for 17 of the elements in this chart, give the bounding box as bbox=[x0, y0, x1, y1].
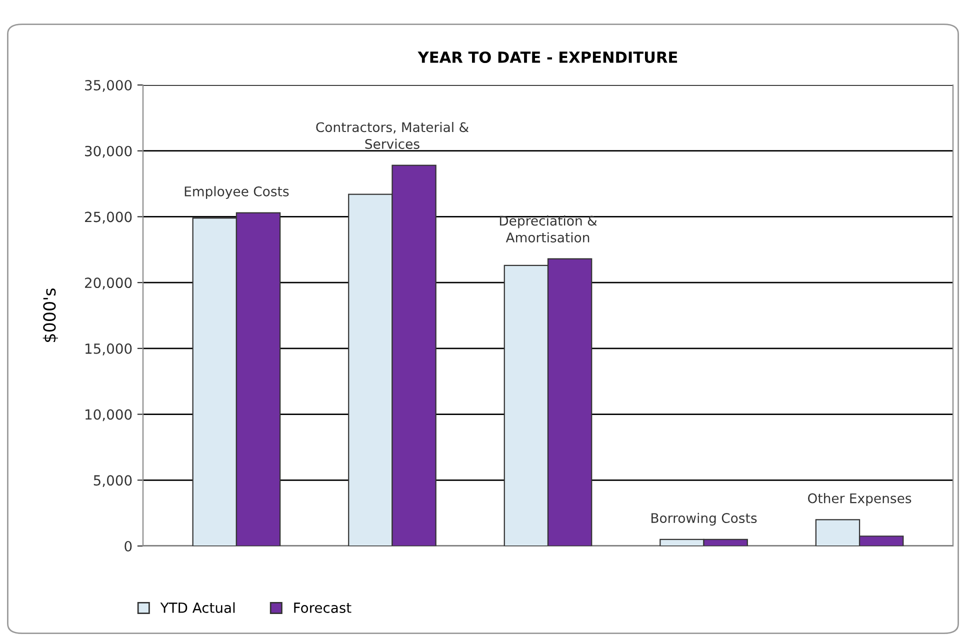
legend-label: Forecast bbox=[294, 602, 352, 613]
y-tick-label: 5,000 bbox=[94, 475, 132, 488]
x-tick-label: Depreciation & Amortisation bbox=[500, 215, 597, 242]
x-tick-label: Other Expenses bbox=[808, 493, 912, 506]
y-tick-label: 0 bbox=[124, 540, 132, 552]
x-tick-label: Employee Costs bbox=[184, 186, 289, 199]
y-tick-label: 35,000 bbox=[85, 80, 132, 92]
y-tick-label: 10,000 bbox=[86, 409, 132, 422]
y-tick-label: 25,000 bbox=[85, 212, 132, 224]
y-tick-label: 30,000 bbox=[85, 146, 132, 158]
y-axis-title: $000's bbox=[42, 288, 58, 342]
y-tick-label: 15,000 bbox=[86, 343, 132, 356]
y-tick-label: 20,000 bbox=[85, 278, 132, 290]
x-tick-label: Contractors, Material & Services bbox=[316, 122, 469, 149]
x-tick-label: Borrowing Costs bbox=[652, 512, 757, 526]
chart-title: YEAR TO DATE - EXPENDITURE bbox=[418, 51, 678, 63]
legend-label: YTD Actual bbox=[160, 602, 235, 613]
